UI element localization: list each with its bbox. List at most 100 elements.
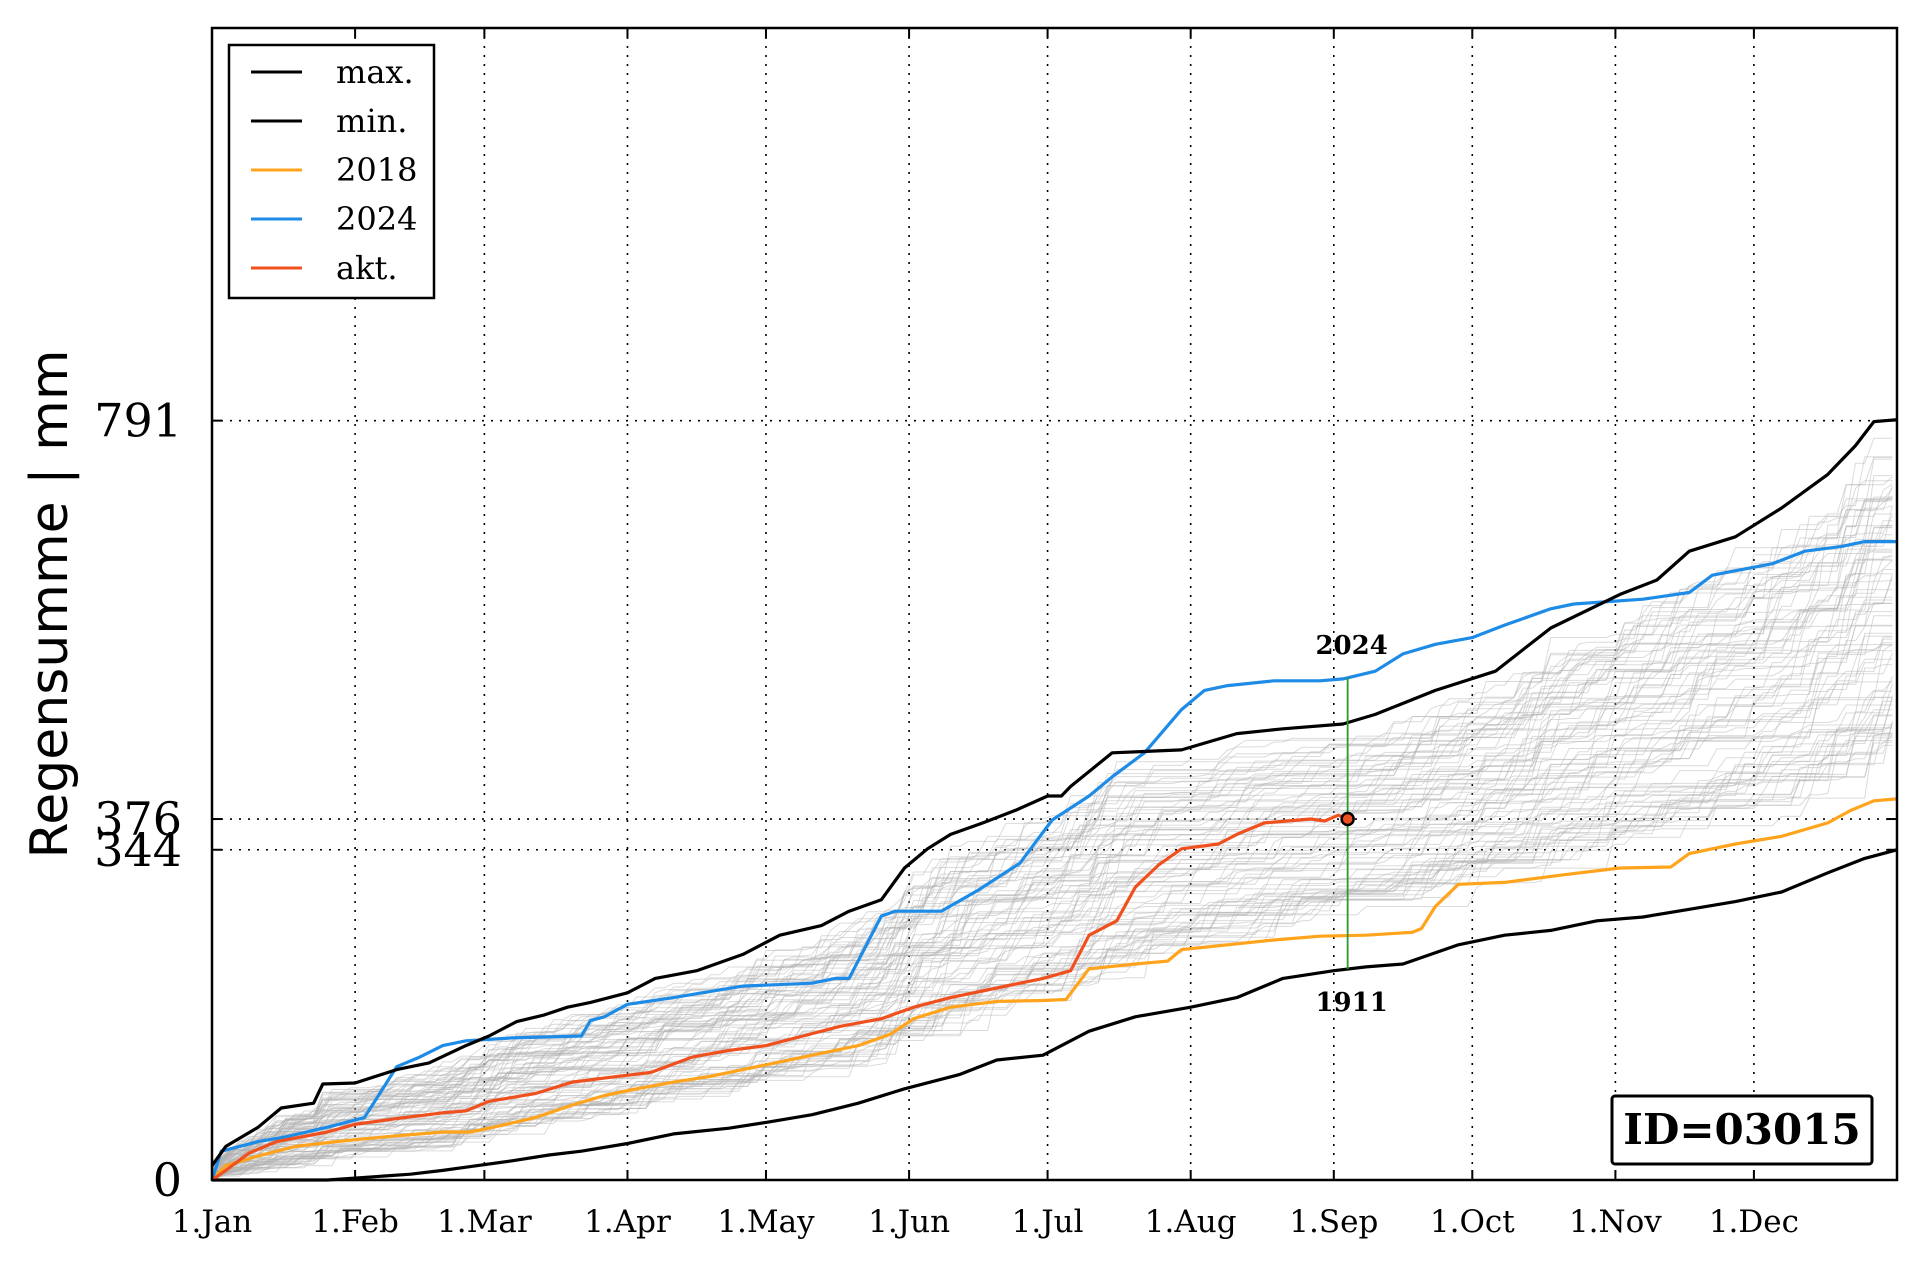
background-year-line (211, 550, 1893, 1172)
background-year-line (211, 709, 1893, 1178)
background-year-line (211, 732, 1893, 1178)
background-year-line (211, 483, 1893, 1171)
background-year-line (211, 551, 1893, 1174)
background-year-line (211, 560, 1893, 1174)
x-tick-label: 1.Aug (1145, 1204, 1237, 1240)
background-year-line (211, 599, 1893, 1175)
background-year-line (211, 488, 1893, 1170)
background-year-line (211, 496, 1893, 1169)
background-year-line (211, 681, 1893, 1175)
background-year-line (211, 574, 1893, 1175)
background-year-line (212, 733, 1893, 1177)
x-tick-label: 1.Dec (1709, 1204, 1799, 1240)
background-year-line (211, 602, 1893, 1175)
x-tick-label: 1.Nov (1569, 1204, 1662, 1240)
background-year-line (211, 615, 1893, 1176)
x-tick-label: 1.Sep (1289, 1204, 1378, 1240)
series-line-y2018 (210, 797, 1898, 1182)
x-tick-label: 1.Jan (172, 1204, 252, 1240)
background-year-line (211, 727, 1893, 1179)
x-tick-label: 1.Jun (868, 1204, 950, 1240)
background-year-line (211, 680, 1893, 1178)
background-year-line (211, 553, 1893, 1173)
background-year-line (211, 577, 1893, 1173)
background-year-line (211, 569, 1893, 1171)
background-year-line (211, 495, 1893, 1170)
background-year-line (211, 558, 1893, 1172)
background-year-line (211, 589, 1893, 1171)
background-year-line (211, 497, 1893, 1171)
background-years (211, 437, 1893, 1180)
background-year-line (211, 539, 1893, 1172)
plot-frame (210, 26, 1899, 1182)
background-year-line (211, 635, 1893, 1173)
legend-label-y2018: 2018 (336, 151, 417, 189)
background-year-line (211, 437, 1893, 1167)
x-tick-label: 1.Oct (1430, 1204, 1515, 1240)
background-year-line (211, 458, 1893, 1171)
series-line-min (212, 848, 1898, 1182)
background-year-line (211, 644, 1893, 1175)
background-year-line (211, 527, 1893, 1172)
background-year-line (211, 498, 1893, 1171)
background-year-line (211, 515, 1893, 1173)
y-axis-label: Regensumme | mm (20, 350, 80, 859)
x-tick-label: 1.Feb (311, 1204, 399, 1240)
x-tick-label: 1.May (717, 1204, 815, 1240)
background-year-line (211, 683, 1893, 1178)
background-year-line (211, 664, 1893, 1175)
background-year-line (211, 700, 1893, 1177)
series-lines (210, 418, 1898, 1182)
background-year-line (211, 520, 1893, 1171)
background-year-line (211, 603, 1893, 1174)
background-year-line (211, 724, 1893, 1178)
background-year-line (211, 525, 1893, 1170)
background-year-line (211, 697, 1893, 1177)
current-marker-group: 2024 1911 (1315, 631, 1387, 1018)
background-year-line (211, 744, 1893, 1177)
background-year-line (211, 720, 1893, 1180)
background-year-line (211, 499, 1893, 1170)
background-year-line (211, 524, 1893, 1171)
background-year-line (211, 480, 1893, 1170)
background-year-line (211, 526, 1893, 1171)
background-year-line (211, 722, 1893, 1177)
background-year-line (211, 534, 1893, 1173)
legend-label-akt: akt. (336, 249, 398, 287)
y-tick-label: 376 (94, 792, 182, 846)
legend-label-y2024: 2024 (336, 200, 417, 238)
background-year-line (211, 636, 1893, 1176)
background-year-line (211, 632, 1893, 1174)
background-year-line (211, 573, 1893, 1171)
legend-label-min: min. (336, 102, 407, 140)
background-year-line (211, 456, 1893, 1170)
x-tick-label: 1.Mar (437, 1204, 532, 1240)
series-line-akt (211, 813, 1349, 1182)
background-year-line (211, 559, 1893, 1172)
background-year-line (211, 735, 1893, 1178)
grid-lines (212, 28, 1897, 1180)
background-year-line (211, 500, 1893, 1170)
background-year-line (211, 624, 1893, 1176)
annotation-min-year: 1911 (1315, 988, 1387, 1018)
background-year-line (211, 704, 1893, 1176)
background-year-line (211, 741, 1893, 1180)
background-year-line (211, 697, 1893, 1177)
x-tick-label: 1.Jul (1012, 1204, 1084, 1240)
y-tick-label: 344 (94, 823, 182, 877)
background-year-line (211, 735, 1893, 1179)
background-year-line (211, 513, 1893, 1170)
background-year-line (211, 456, 1893, 1169)
background-year-line (211, 696, 1893, 1177)
background-year-line (211, 579, 1893, 1174)
y-tick-label: 791 (94, 394, 182, 448)
y-tick-label: 0 (153, 1153, 182, 1207)
background-year-line (211, 715, 1893, 1177)
background-year-line (211, 643, 1893, 1175)
background-year-line (211, 475, 1893, 1169)
background-year-line (211, 596, 1893, 1172)
series-line-y2024 (210, 540, 1897, 1181)
background-year-line (211, 611, 1893, 1173)
